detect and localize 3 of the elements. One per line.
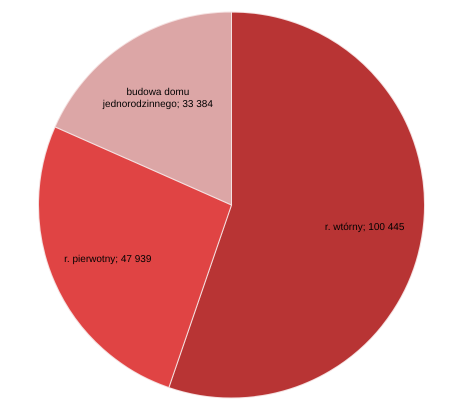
- slice-label: r. wtórny; 100 445: [324, 222, 405, 234]
- slice-label: budowa domu jednorodzinnego; 33 384: [102, 86, 214, 110]
- slice-label: r. pierwotny; 47 939: [64, 254, 152, 266]
